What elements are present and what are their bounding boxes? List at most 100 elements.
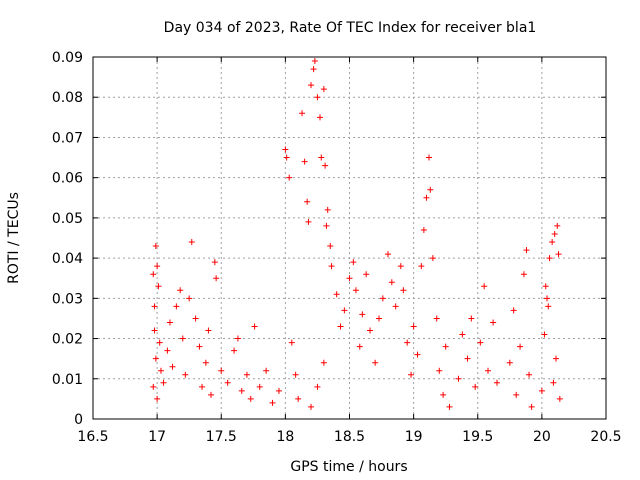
data-point	[341, 307, 348, 314]
data-point	[224, 379, 231, 386]
data-point	[468, 315, 475, 322]
data-point	[238, 387, 245, 394]
data-point	[320, 359, 327, 366]
data-point	[314, 94, 321, 101]
data-point	[551, 230, 558, 237]
data-point	[308, 403, 315, 410]
data-point	[151, 327, 158, 334]
data-point	[177, 287, 184, 294]
x-tick-label: 20.5	[590, 429, 621, 445]
y-tick-label: 0.03	[52, 291, 83, 307]
data-point	[350, 259, 357, 266]
data-point	[192, 315, 199, 322]
x-tick-label: 18.5	[334, 429, 365, 445]
data-point	[337, 323, 344, 330]
data-point	[282, 146, 289, 153]
data-point	[352, 287, 359, 294]
data-point	[205, 327, 212, 334]
x-tick-label: 18	[276, 429, 294, 445]
data-point	[440, 391, 447, 398]
data-point	[157, 367, 164, 374]
y-tick-label: 0.01	[52, 372, 83, 388]
data-point	[160, 379, 167, 386]
data-point	[517, 343, 524, 350]
data-point	[156, 339, 163, 346]
data-point	[427, 186, 434, 193]
data-point	[295, 395, 302, 402]
data-point	[464, 355, 471, 362]
data-point	[286, 174, 293, 181]
data-point	[375, 315, 382, 322]
data-point	[414, 351, 421, 358]
data-point	[472, 383, 479, 390]
data-point	[166, 319, 173, 326]
data-point	[546, 255, 553, 262]
data-points	[150, 58, 563, 410]
data-point	[433, 315, 440, 322]
data-point	[234, 335, 241, 342]
data-point	[304, 198, 311, 205]
data-point	[542, 283, 549, 290]
x-tick-label: 20	[533, 429, 551, 445]
data-point	[152, 243, 159, 250]
data-point	[513, 391, 520, 398]
data-point	[506, 359, 513, 366]
data-point	[397, 263, 404, 270]
data-point	[426, 154, 433, 161]
y-tick-label: 0	[74, 412, 83, 428]
data-point	[510, 307, 517, 314]
data-point	[169, 363, 176, 370]
data-point	[256, 383, 263, 390]
data-point	[320, 86, 327, 93]
data-point	[477, 339, 484, 346]
data-point	[363, 271, 370, 278]
data-point	[538, 387, 545, 394]
data-point	[211, 259, 218, 266]
data-point	[243, 371, 250, 378]
y-tick-label: 0.09	[52, 50, 83, 66]
data-point	[442, 343, 449, 350]
data-point	[196, 343, 203, 350]
data-point	[554, 222, 561, 229]
data-point	[251, 323, 258, 330]
data-point	[485, 367, 492, 374]
data-point	[400, 287, 407, 294]
data-point	[455, 375, 462, 382]
data-point	[310, 66, 317, 73]
data-point	[490, 319, 497, 326]
grid-lines	[93, 57, 606, 419]
data-point	[218, 367, 225, 374]
data-point	[292, 371, 299, 378]
data-point	[550, 379, 557, 386]
x-tick-label: 17.5	[206, 429, 237, 445]
data-point	[384, 251, 391, 258]
y-tick-label: 0.04	[52, 251, 83, 267]
data-point	[423, 194, 430, 201]
data-point	[493, 379, 500, 386]
data-point	[367, 327, 374, 334]
data-point	[283, 154, 290, 161]
data-point	[275, 387, 282, 394]
data-point	[152, 355, 159, 362]
data-point	[379, 295, 386, 302]
y-axis-label: ROTI / TECUs	[6, 192, 22, 284]
data-point	[323, 222, 330, 229]
data-point	[207, 391, 214, 398]
data-point	[420, 226, 427, 233]
data-point	[545, 303, 552, 310]
data-point	[328, 263, 335, 270]
data-point	[356, 343, 363, 350]
data-point	[520, 271, 527, 278]
data-point	[541, 331, 548, 338]
data-point	[418, 263, 425, 270]
data-point	[404, 339, 411, 346]
data-point	[388, 279, 395, 286]
data-point	[301, 158, 308, 165]
data-point	[199, 383, 206, 390]
data-point	[556, 395, 563, 402]
y-tick-label: 0.05	[52, 211, 83, 227]
data-point	[327, 243, 334, 250]
data-point	[288, 339, 295, 346]
data-point	[526, 371, 533, 378]
x-axis-label: GPS time / hours	[290, 459, 407, 475]
